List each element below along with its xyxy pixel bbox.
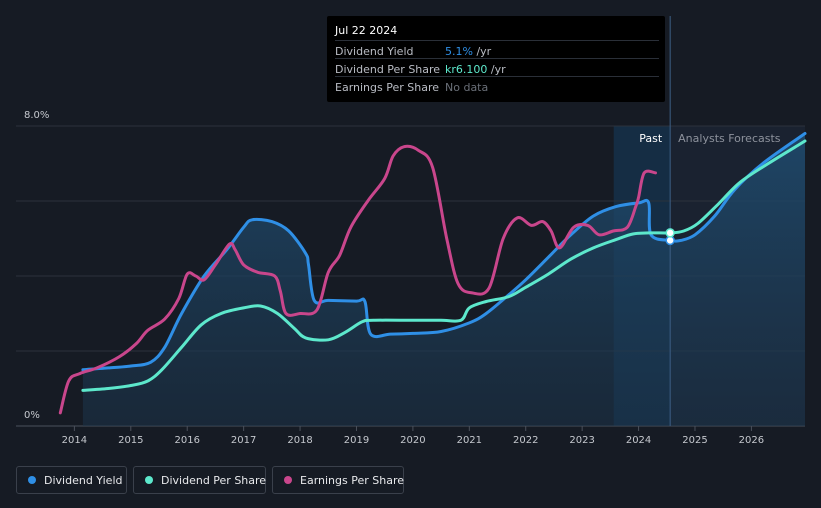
legend-dot-icon [28, 476, 36, 484]
legend-label: Earnings Per Share [300, 474, 405, 487]
tooltip-value-unit: /yr [487, 63, 506, 76]
tooltip-value-unit: /yr [472, 45, 492, 58]
past-label: Past [639, 132, 663, 145]
tooltip-markers [665, 228, 675, 246]
y-tick-label: 0% [24, 410, 40, 421]
dividend-yield-area [82, 133, 805, 426]
legend-dot-icon [145, 476, 153, 484]
x-tick-label: 2022 [513, 435, 538, 446]
earnings-per-share-line [58, 144, 657, 415]
legend-dividend-per-share[interactable]: Dividend Per Share [133, 466, 266, 494]
x-tick-label: 2020 [400, 435, 425, 446]
tooltip-value: 5.1% /yr [445, 45, 491, 58]
tooltip-row-dividend-per-share: Dividend Per Share kr6.100 /yr [335, 58, 659, 77]
legend-dividend-yield[interactable]: Dividend Yield [16, 466, 127, 494]
x-tick-label: 2026 [739, 435, 764, 446]
analysts-forecasts-label: Analysts Forecasts [678, 132, 781, 145]
tooltip-value-number: No data [445, 81, 489, 94]
x-tick-label: 2017 [231, 435, 256, 446]
tooltip-label: Earnings Per Share [335, 81, 440, 94]
x-tick-label: 2014 [62, 435, 87, 446]
tooltip-label: Dividend Yield [335, 45, 414, 58]
legend-label: Dividend Yield [44, 474, 123, 487]
tooltip: Jul 22 2024 Dividend Yield 5.1% /yr Divi… [327, 16, 665, 102]
x-tick-label: 2025 [682, 435, 707, 446]
tooltip-row-earnings-per-share: Earnings Per Share No data [335, 76, 659, 95]
x-tick-label: 2016 [174, 435, 199, 446]
tooltip-value-number: kr6.100 [445, 63, 488, 76]
series-fills [82, 133, 805, 426]
tooltip-date: Jul 22 2024 [335, 24, 398, 37]
legend-label: Dividend Per Share [161, 474, 267, 487]
x-tick-label: 2019 [344, 435, 369, 446]
tooltip-value: kr6.100 /yr [445, 63, 506, 76]
legend-dot-icon [284, 476, 292, 484]
y-tick-label: 8.0% [24, 110, 49, 121]
y-axis-labels: 8.0% 0% [24, 110, 49, 421]
tooltip-label: Dividend Per Share [335, 63, 441, 76]
tooltip-row-dividend-yield: Dividend Yield 5.1% /yr [335, 40, 659, 59]
x-tick-label: 2023 [569, 435, 594, 446]
x-tick-label: 2015 [118, 435, 143, 446]
x-tick-label: 2024 [626, 435, 651, 446]
dividend-per-share-marker [665, 228, 675, 238]
x-tick-label: 2018 [287, 435, 312, 446]
x-tick-label: 2021 [457, 435, 482, 446]
tooltip-value: No data [445, 81, 488, 94]
legend-earnings-per-share[interactable]: Earnings Per Share [272, 466, 404, 494]
tooltip-value-number: 5.1% [445, 45, 473, 58]
x-axis: 2014 2015 2016 2017 2018 2019 2020 2021 2022 2023… [62, 426, 764, 446]
